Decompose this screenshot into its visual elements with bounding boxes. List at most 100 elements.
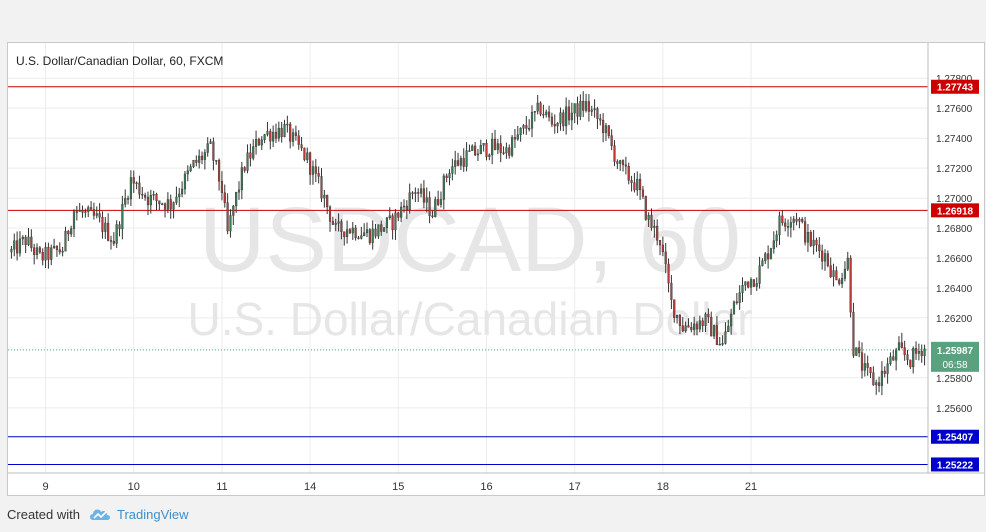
candle-body <box>144 195 147 198</box>
candle-body <box>240 167 243 191</box>
candle-body <box>749 279 753 288</box>
candle-body <box>491 138 494 156</box>
candle-body <box>169 199 172 210</box>
candle-body <box>610 135 613 146</box>
candle-body <box>767 253 770 260</box>
candle-body <box>84 211 87 213</box>
candle-body <box>508 147 511 156</box>
y-tick-label: 1.26200 <box>936 314 973 325</box>
candle-body <box>70 228 73 235</box>
candle-body <box>107 222 110 241</box>
candle-body <box>798 219 801 222</box>
candle-body <box>183 173 187 190</box>
candle-body <box>599 118 602 121</box>
candle-body <box>232 205 235 216</box>
candle-body <box>300 144 303 149</box>
candle-body <box>445 175 448 178</box>
candle-body <box>914 348 918 354</box>
candle-body <box>513 137 517 140</box>
candle-body <box>875 382 878 386</box>
candle-body <box>87 207 90 212</box>
candle-body <box>124 198 127 205</box>
candle-body <box>229 215 232 232</box>
candle-body <box>368 229 371 243</box>
candle-body <box>587 101 590 112</box>
candle-body <box>402 205 406 208</box>
level-price-box <box>931 79 979 94</box>
watermark-layer: USDCAD, 60 U.S. Dollar/Canadian Dollar <box>187 189 752 345</box>
x-tick-label: 15 <box>392 481 404 493</box>
candle-body <box>371 228 374 243</box>
header-strip <box>0 0 986 42</box>
candle-body <box>21 236 24 240</box>
candle-body <box>897 342 901 351</box>
candle-body <box>340 221 343 232</box>
candle-body <box>710 316 713 337</box>
candle-body <box>681 325 684 332</box>
candle-body <box>519 128 522 135</box>
x-tick-label: 17 <box>569 481 581 493</box>
tradingview-cloud-icon[interactable] <box>88 506 112 527</box>
candle-body <box>195 160 198 163</box>
candle-body <box>408 192 411 211</box>
candle-body <box>226 202 229 232</box>
candle-body <box>670 282 673 300</box>
candle-body <box>405 205 408 211</box>
candle-body <box>257 139 260 146</box>
candle-body <box>658 240 662 246</box>
candle-body <box>155 193 158 201</box>
candle-body <box>906 354 909 361</box>
candle-body <box>277 127 280 139</box>
candle-body <box>852 311 855 356</box>
candle-body <box>434 199 437 217</box>
candle-body <box>818 244 821 252</box>
candle-body <box>886 363 889 374</box>
candle-body <box>422 188 425 203</box>
candle-body <box>365 229 369 234</box>
tradingview-link[interactable]: TradingView <box>117 507 189 522</box>
candle-body <box>556 123 559 127</box>
candle-body <box>431 215 434 218</box>
candle-body <box>348 229 352 234</box>
chart-canvas[interactable]: USDCAD, 60 U.S. Dollar/Canadian Dollar 1… <box>8 43 984 495</box>
chart-frame[interactable]: USDCAD, 60 U.S. Dollar/Canadian Dollar 1… <box>7 42 985 496</box>
candle-body <box>471 145 474 151</box>
candle-body <box>334 223 337 225</box>
candle-body <box>132 177 135 184</box>
candle-body <box>582 101 585 111</box>
candle-body <box>121 203 124 230</box>
candle-body <box>135 182 138 185</box>
candle-body <box>30 236 33 248</box>
candle-body <box>522 125 525 129</box>
candle-body <box>109 240 113 242</box>
candle-body <box>707 313 710 318</box>
candle-body <box>778 215 781 236</box>
candle-body <box>254 139 258 147</box>
candle-body <box>758 265 761 284</box>
candle-body <box>528 128 531 130</box>
candle-body <box>539 102 542 115</box>
candle-body <box>496 143 499 150</box>
candle-body <box>613 145 616 162</box>
candle-body <box>653 225 656 228</box>
candle-body <box>181 188 184 195</box>
candle-body <box>149 195 152 206</box>
candle-body <box>872 372 875 386</box>
candle-body <box>223 192 226 203</box>
candle-body <box>562 112 565 127</box>
candle-body <box>53 245 56 248</box>
candle-body <box>161 203 164 205</box>
candle-body <box>354 227 357 239</box>
candle-body <box>883 370 886 374</box>
candle-body <box>331 221 334 225</box>
candle-body <box>607 125 610 136</box>
candle-body <box>468 150 471 152</box>
candle-body <box>656 225 659 241</box>
candle-body <box>530 111 534 129</box>
candle-body <box>826 253 829 266</box>
candle-body <box>72 211 76 229</box>
candle-body <box>186 170 189 175</box>
level-price-box <box>931 429 979 444</box>
candle-body <box>650 215 653 228</box>
candle-body <box>326 194 329 208</box>
